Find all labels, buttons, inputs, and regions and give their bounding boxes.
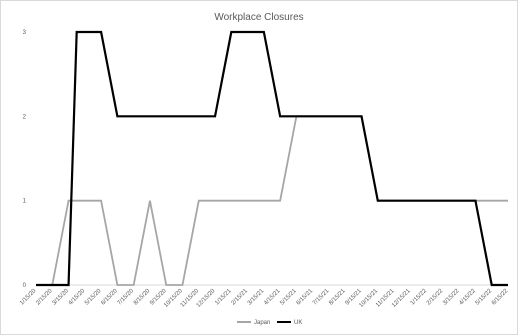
x-tick-label: 6/15/20: [100, 288, 119, 307]
x-tick-label: 8/15/20: [133, 288, 152, 307]
y-tick-label: 2: [23, 114, 27, 120]
x-tick-label: 3/15/22: [442, 288, 461, 307]
legend: Japan UK: [237, 320, 302, 326]
x-tick-label: 1/15/22: [410, 288, 429, 307]
legend-label-japan: Japan: [254, 320, 270, 326]
y-tick-label: 0: [23, 283, 27, 289]
x-tick-label: 12/15/20: [196, 288, 217, 309]
x-axis-ticks: 1/15/202/15/203/15/204/15/205/15/206/15/…: [19, 288, 510, 309]
x-tick-label: 5/15/21: [279, 288, 298, 307]
x-tick-label: 12/15/21: [391, 288, 412, 309]
x-tick-label: 5/15/22: [475, 288, 494, 307]
x-tick-label: 4/15/22: [458, 288, 477, 307]
x-tick-label: 3/15/21: [247, 288, 266, 307]
chart-title: Workplace Closures: [214, 12, 303, 23]
x-tick-label: 2/15/20: [35, 288, 54, 307]
x-tick-label: 1/15/20: [19, 288, 38, 307]
x-tick-label: 1/15/21: [214, 288, 233, 307]
x-tick-label: 7/15/21: [312, 288, 331, 307]
x-tick-label: 5/15/20: [84, 288, 103, 307]
x-tick-label: 3/15/20: [52, 288, 71, 307]
x-tick-label: 6/15/22: [491, 288, 510, 307]
y-axis-ticks: 0 1 2 3: [23, 30, 27, 289]
y-tick-label: 1: [23, 199, 27, 205]
x-tick-label: 4/15/21: [263, 288, 282, 307]
x-tick-label: 2/15/22: [426, 288, 445, 307]
series-lines: [36, 30, 508, 287]
legend-label-uk: UK: [294, 320, 302, 326]
x-tick-label: 6/15/21: [296, 288, 315, 307]
x-tick-label: 7/15/20: [117, 288, 136, 307]
series-line-uk: [36, 30, 508, 287]
y-tick-label: 3: [23, 30, 27, 36]
x-tick-label: 2/15/21: [231, 288, 250, 307]
x-tick-label: 8/15/21: [328, 288, 347, 307]
x-tick-label: 4/15/20: [68, 288, 87, 307]
